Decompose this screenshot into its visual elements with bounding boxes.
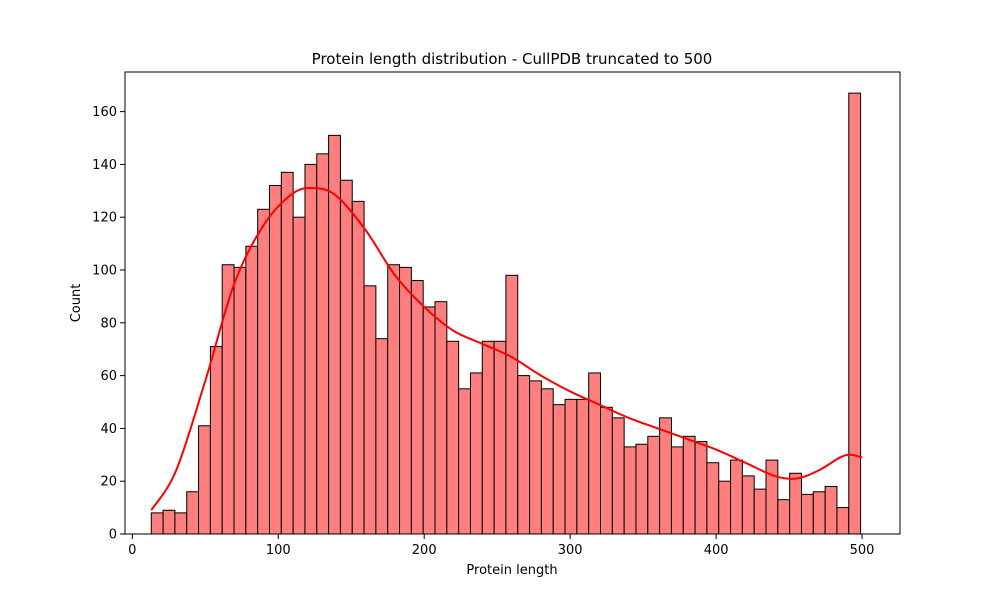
y-tick-label: 60 (100, 369, 117, 384)
histogram-bar (257, 208, 270, 535)
x-tick-label: 500 (850, 543, 875, 558)
histogram-bar (186, 491, 200, 535)
histogram-bar (268, 185, 282, 535)
histogram-bar (670, 446, 684, 535)
histogram-bar (304, 163, 318, 535)
histogram-bar (505, 274, 519, 535)
y-axis-ticks: 0 20 40 60 80 100 120 140 160 (92, 105, 125, 543)
histogram-bar (150, 512, 164, 535)
histogram-bar (647, 435, 661, 535)
y-tick-label: 80 (100, 316, 117, 331)
histogram-bar (730, 459, 743, 535)
histogram-bar (564, 398, 578, 535)
histogram-bar (233, 266, 247, 535)
histogram-bar (410, 280, 424, 535)
histogram-bar (316, 153, 330, 535)
histogram-bar (469, 372, 483, 535)
histogram-bar (706, 462, 720, 535)
plot-frame (124, 71, 901, 535)
histogram-bar (635, 443, 649, 535)
y-tick-label: 140 (92, 158, 117, 173)
histogram-bar (848, 92, 862, 535)
histogram-bar (800, 493, 814, 535)
histogram-bar (375, 338, 389, 535)
x-tick-label: 300 (558, 543, 583, 558)
histogram-bar (552, 404, 566, 535)
histogram-bar (387, 264, 401, 535)
y-tick-label: 120 (92, 211, 117, 226)
histogram-bar (741, 475, 755, 535)
histogram-bar (540, 388, 554, 535)
histogram-bar (777, 499, 791, 535)
x-tick-label: 100 (266, 543, 291, 558)
y-tick-label: 100 (92, 264, 117, 279)
x-axis-label: Protein length (466, 563, 557, 578)
histogram-bar (351, 200, 365, 535)
histogram-bar (694, 441, 708, 535)
y-tick-label: 20 (100, 475, 117, 490)
histogram-bar (493, 340, 507, 535)
histogram-bar (789, 472, 802, 535)
histogram-bar (765, 459, 779, 535)
x-axis-ticks: 0 100 200 300 400 500 (128, 534, 874, 558)
x-tick-label: 0 (128, 543, 136, 558)
histogram-bar (422, 306, 436, 535)
histogram-bar (753, 488, 767, 535)
histogram-bar (481, 340, 495, 535)
bars-group (150, 92, 862, 535)
histogram-bar (576, 398, 590, 535)
chart-title: Protein length distribution - CullPDB tr… (312, 50, 713, 68)
y-tick-label: 160 (92, 105, 117, 120)
y-tick-label: 40 (100, 422, 117, 437)
histogram-bar (198, 425, 211, 535)
y-tick-label: 0 (109, 528, 117, 543)
histogram-bar (446, 340, 460, 535)
histogram-bar (812, 491, 826, 535)
histogram-bar (718, 480, 732, 535)
histogram-bar (623, 446, 637, 535)
histogram-bar (588, 372, 602, 535)
histogram-bar (517, 375, 531, 535)
histogram-bar (682, 435, 696, 535)
histogram-bar (529, 380, 542, 535)
y-axis-label: Count (69, 284, 84, 323)
x-tick-label: 200 (412, 543, 437, 558)
histogram-bar (339, 179, 353, 535)
histogram-bar (280, 171, 294, 535)
histogram-bar (174, 512, 188, 535)
histogram-bar (245, 245, 259, 535)
histogram-bar (659, 417, 672, 535)
histogram-bar (458, 388, 471, 535)
histogram-bar (363, 285, 377, 535)
histogram-bar (162, 509, 176, 535)
histogram-bar (209, 346, 223, 535)
histogram-bar (824, 485, 838, 535)
histogram-bar (600, 406, 613, 535)
histogram-bar (611, 417, 625, 535)
histogram-bar (836, 507, 850, 535)
histogram-bar (399, 266, 412, 535)
histogram-bar (292, 216, 306, 535)
histogram-bar (434, 301, 448, 535)
kde-curve (150, 186, 863, 511)
x-tick-label: 400 (704, 543, 729, 558)
